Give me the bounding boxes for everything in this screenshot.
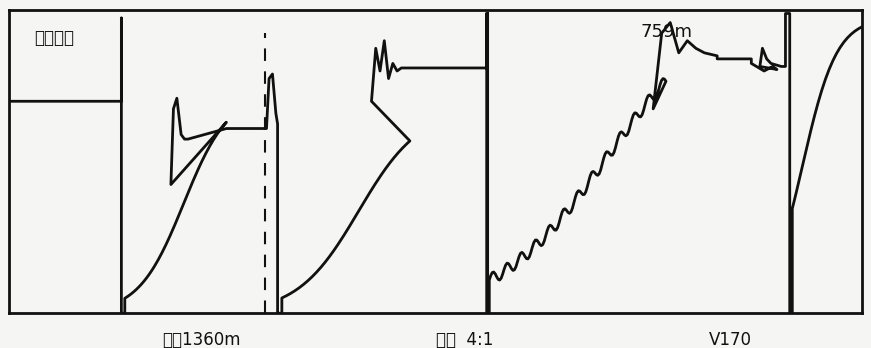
Text: V170: V170 — [709, 331, 752, 348]
Text: 759m: 759m — [640, 23, 692, 41]
Text: 范围1360m: 范围1360m — [162, 331, 241, 348]
Text: 脉冲电流: 脉冲电流 — [34, 29, 74, 47]
Text: 比例  4:1: 比例 4:1 — [436, 331, 493, 348]
